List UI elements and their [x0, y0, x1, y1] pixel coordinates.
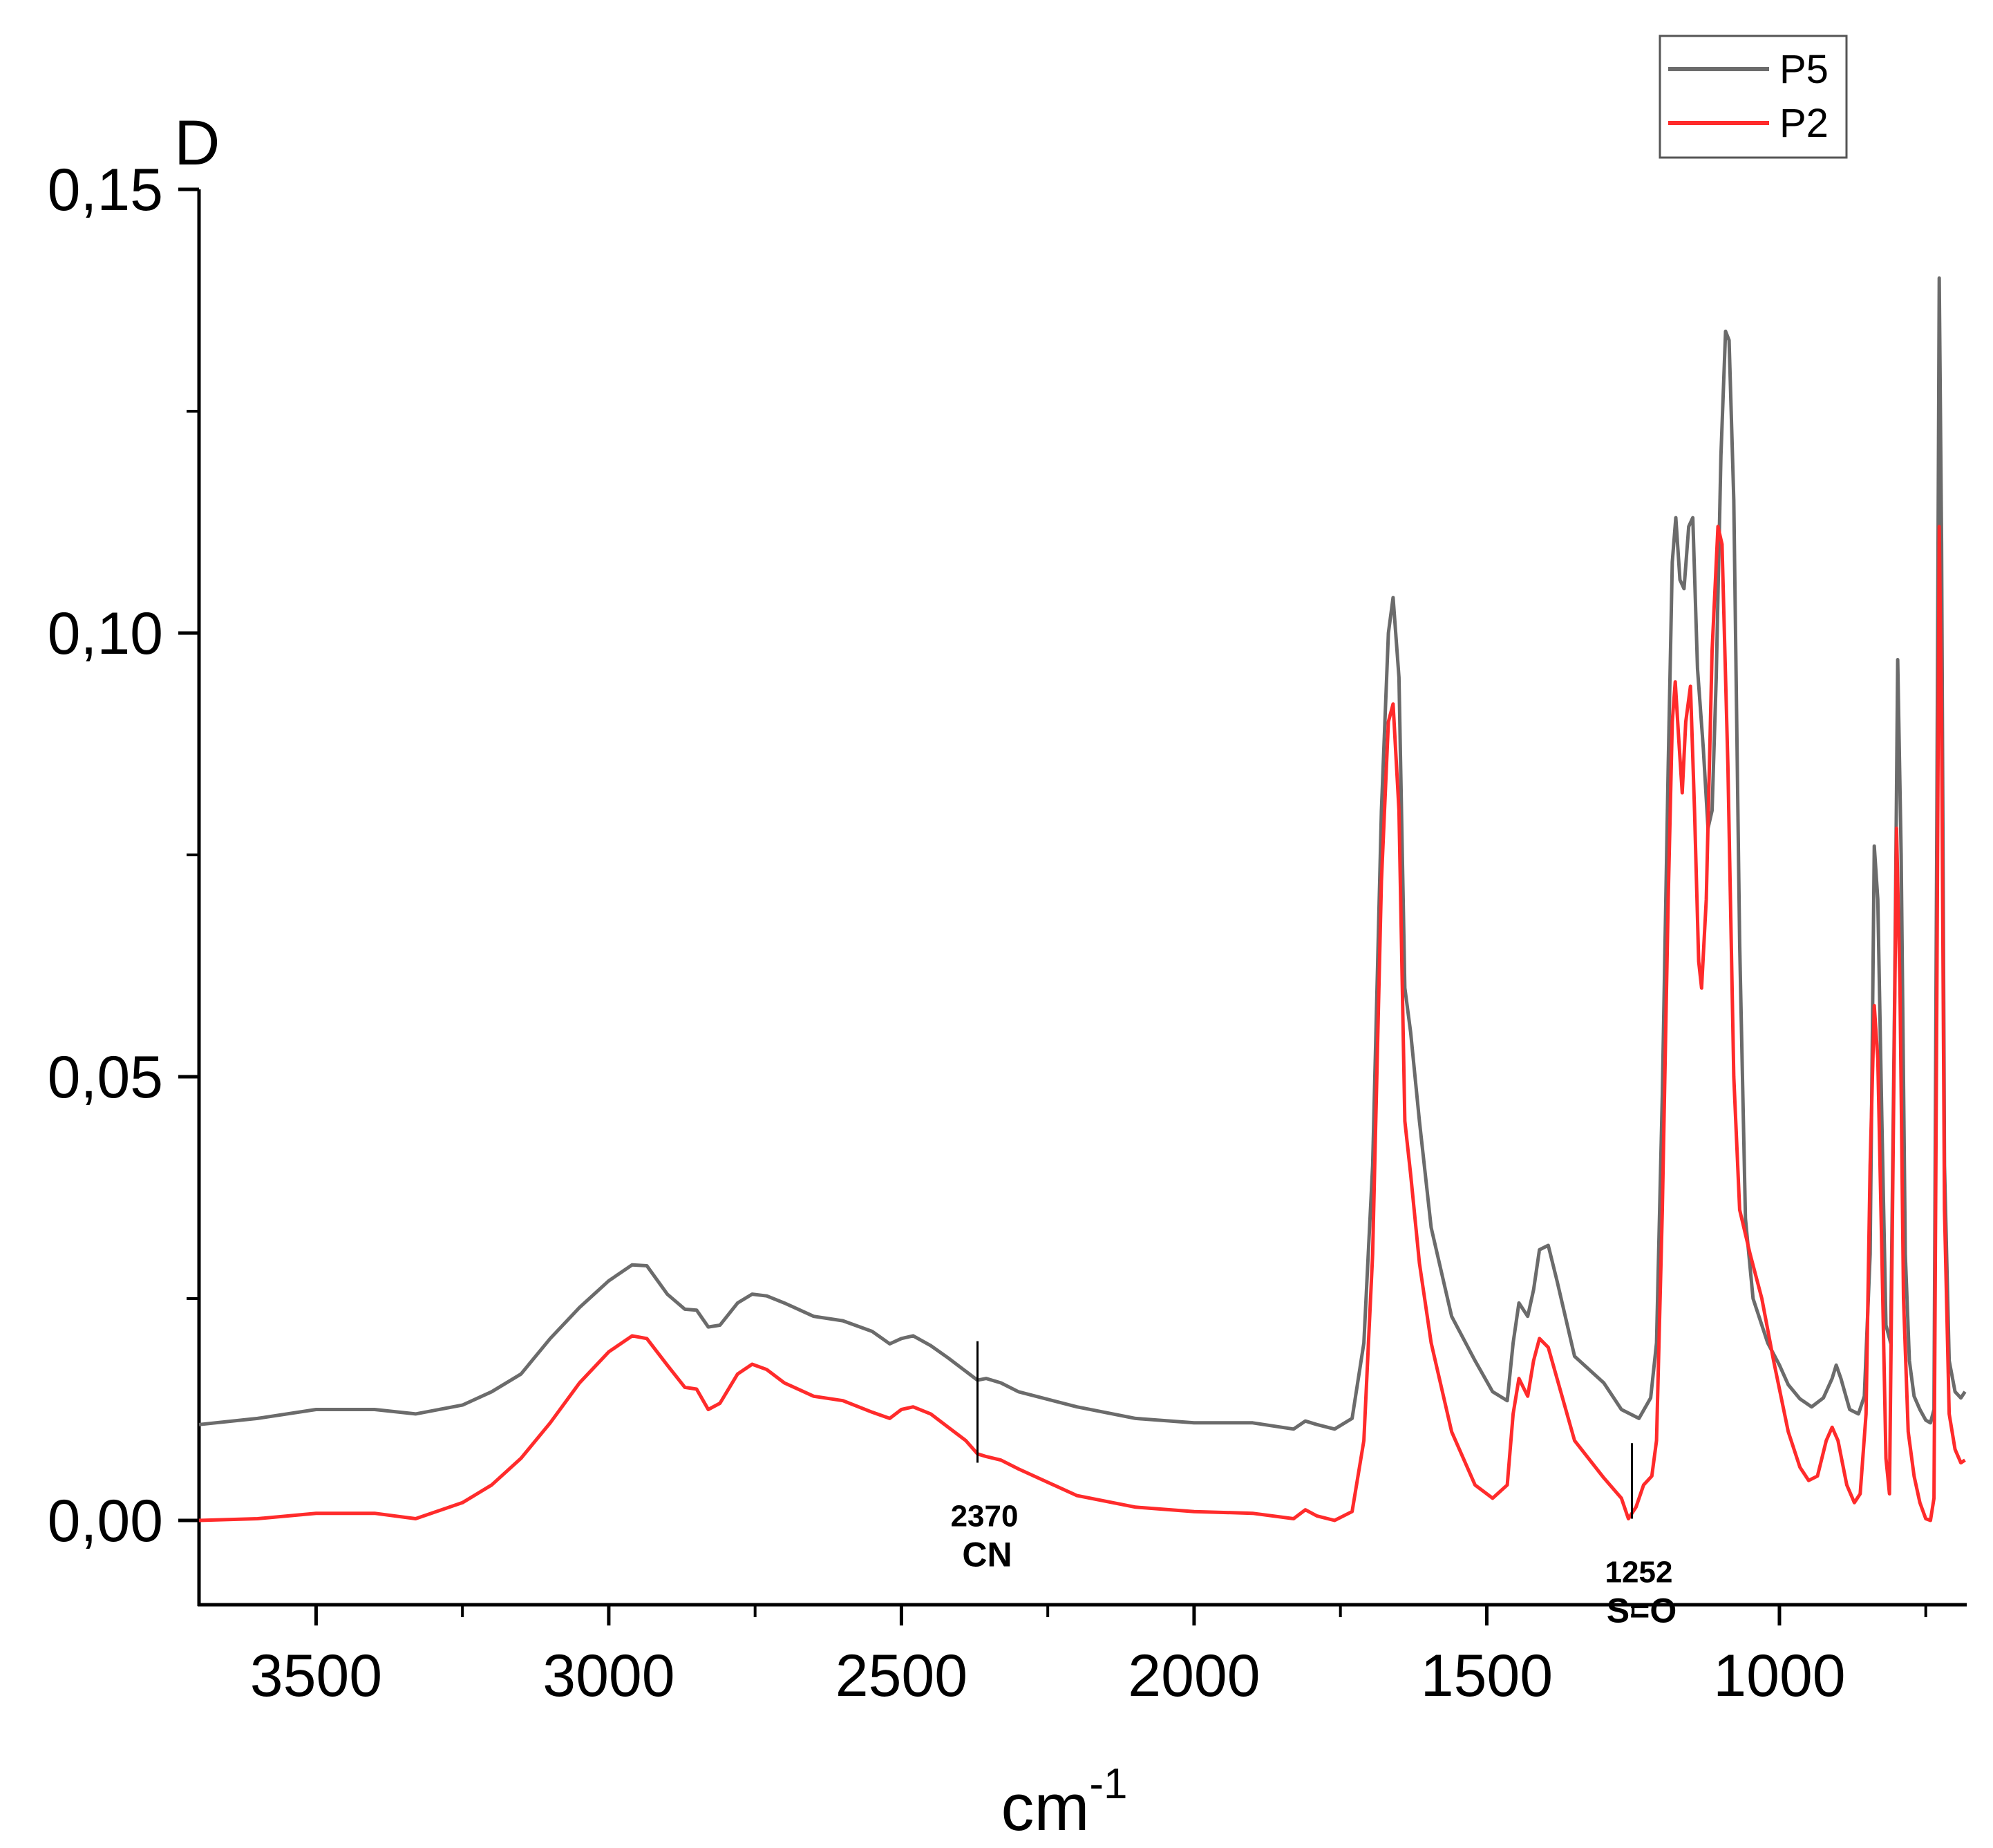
y-tick-label: 0,10 [48, 601, 163, 667]
y-tick-label: 0,15 [48, 157, 163, 223]
panel-letter: D [174, 108, 220, 178]
x-axis-title-exponent: -1 [1089, 1760, 1127, 1808]
y-axis-ticks: 0,00 0,05 0,10 0,15 [48, 157, 199, 1554]
legend-label-p5: P5 [1779, 47, 1829, 92]
x-tick-label: 2000 [1128, 1643, 1260, 1709]
legend: P5 P2 [1659, 35, 1848, 159]
x-tick-label: 2500 [835, 1643, 967, 1709]
annotation-wavenumber-label: 1252 [1605, 1555, 1673, 1589]
axes [197, 189, 1967, 1607]
y-tick-label: 0,05 [48, 1044, 163, 1111]
annotation-wavenumber-label: 2370 [951, 1500, 1019, 1534]
x-tick-label: 3000 [542, 1643, 674, 1709]
annotation-bond-label: CN [962, 1536, 1012, 1574]
series-line-p5 [198, 276, 1967, 1431]
series-line-p2 [198, 525, 1966, 1522]
series-lines [198, 276, 1967, 1522]
legend-box [1659, 35, 1848, 159]
x-axis-title: cm-1 [1001, 1760, 1127, 1845]
legend-label-p2: P2 [1779, 101, 1829, 146]
x-axis-title-unit: cm [1001, 1771, 1089, 1845]
x-axis-ticks: 3500 3000 2500 2000 1500 1000 [250, 1605, 1927, 1709]
annotation-bond-label: S=O [1607, 1591, 1676, 1630]
x-tick-label: 3500 [250, 1643, 382, 1709]
x-tick-label: 1500 [1421, 1643, 1553, 1709]
y-tick-label: 0,00 [48, 1488, 163, 1554]
x-tick-label: 1000 [1713, 1643, 1845, 1709]
